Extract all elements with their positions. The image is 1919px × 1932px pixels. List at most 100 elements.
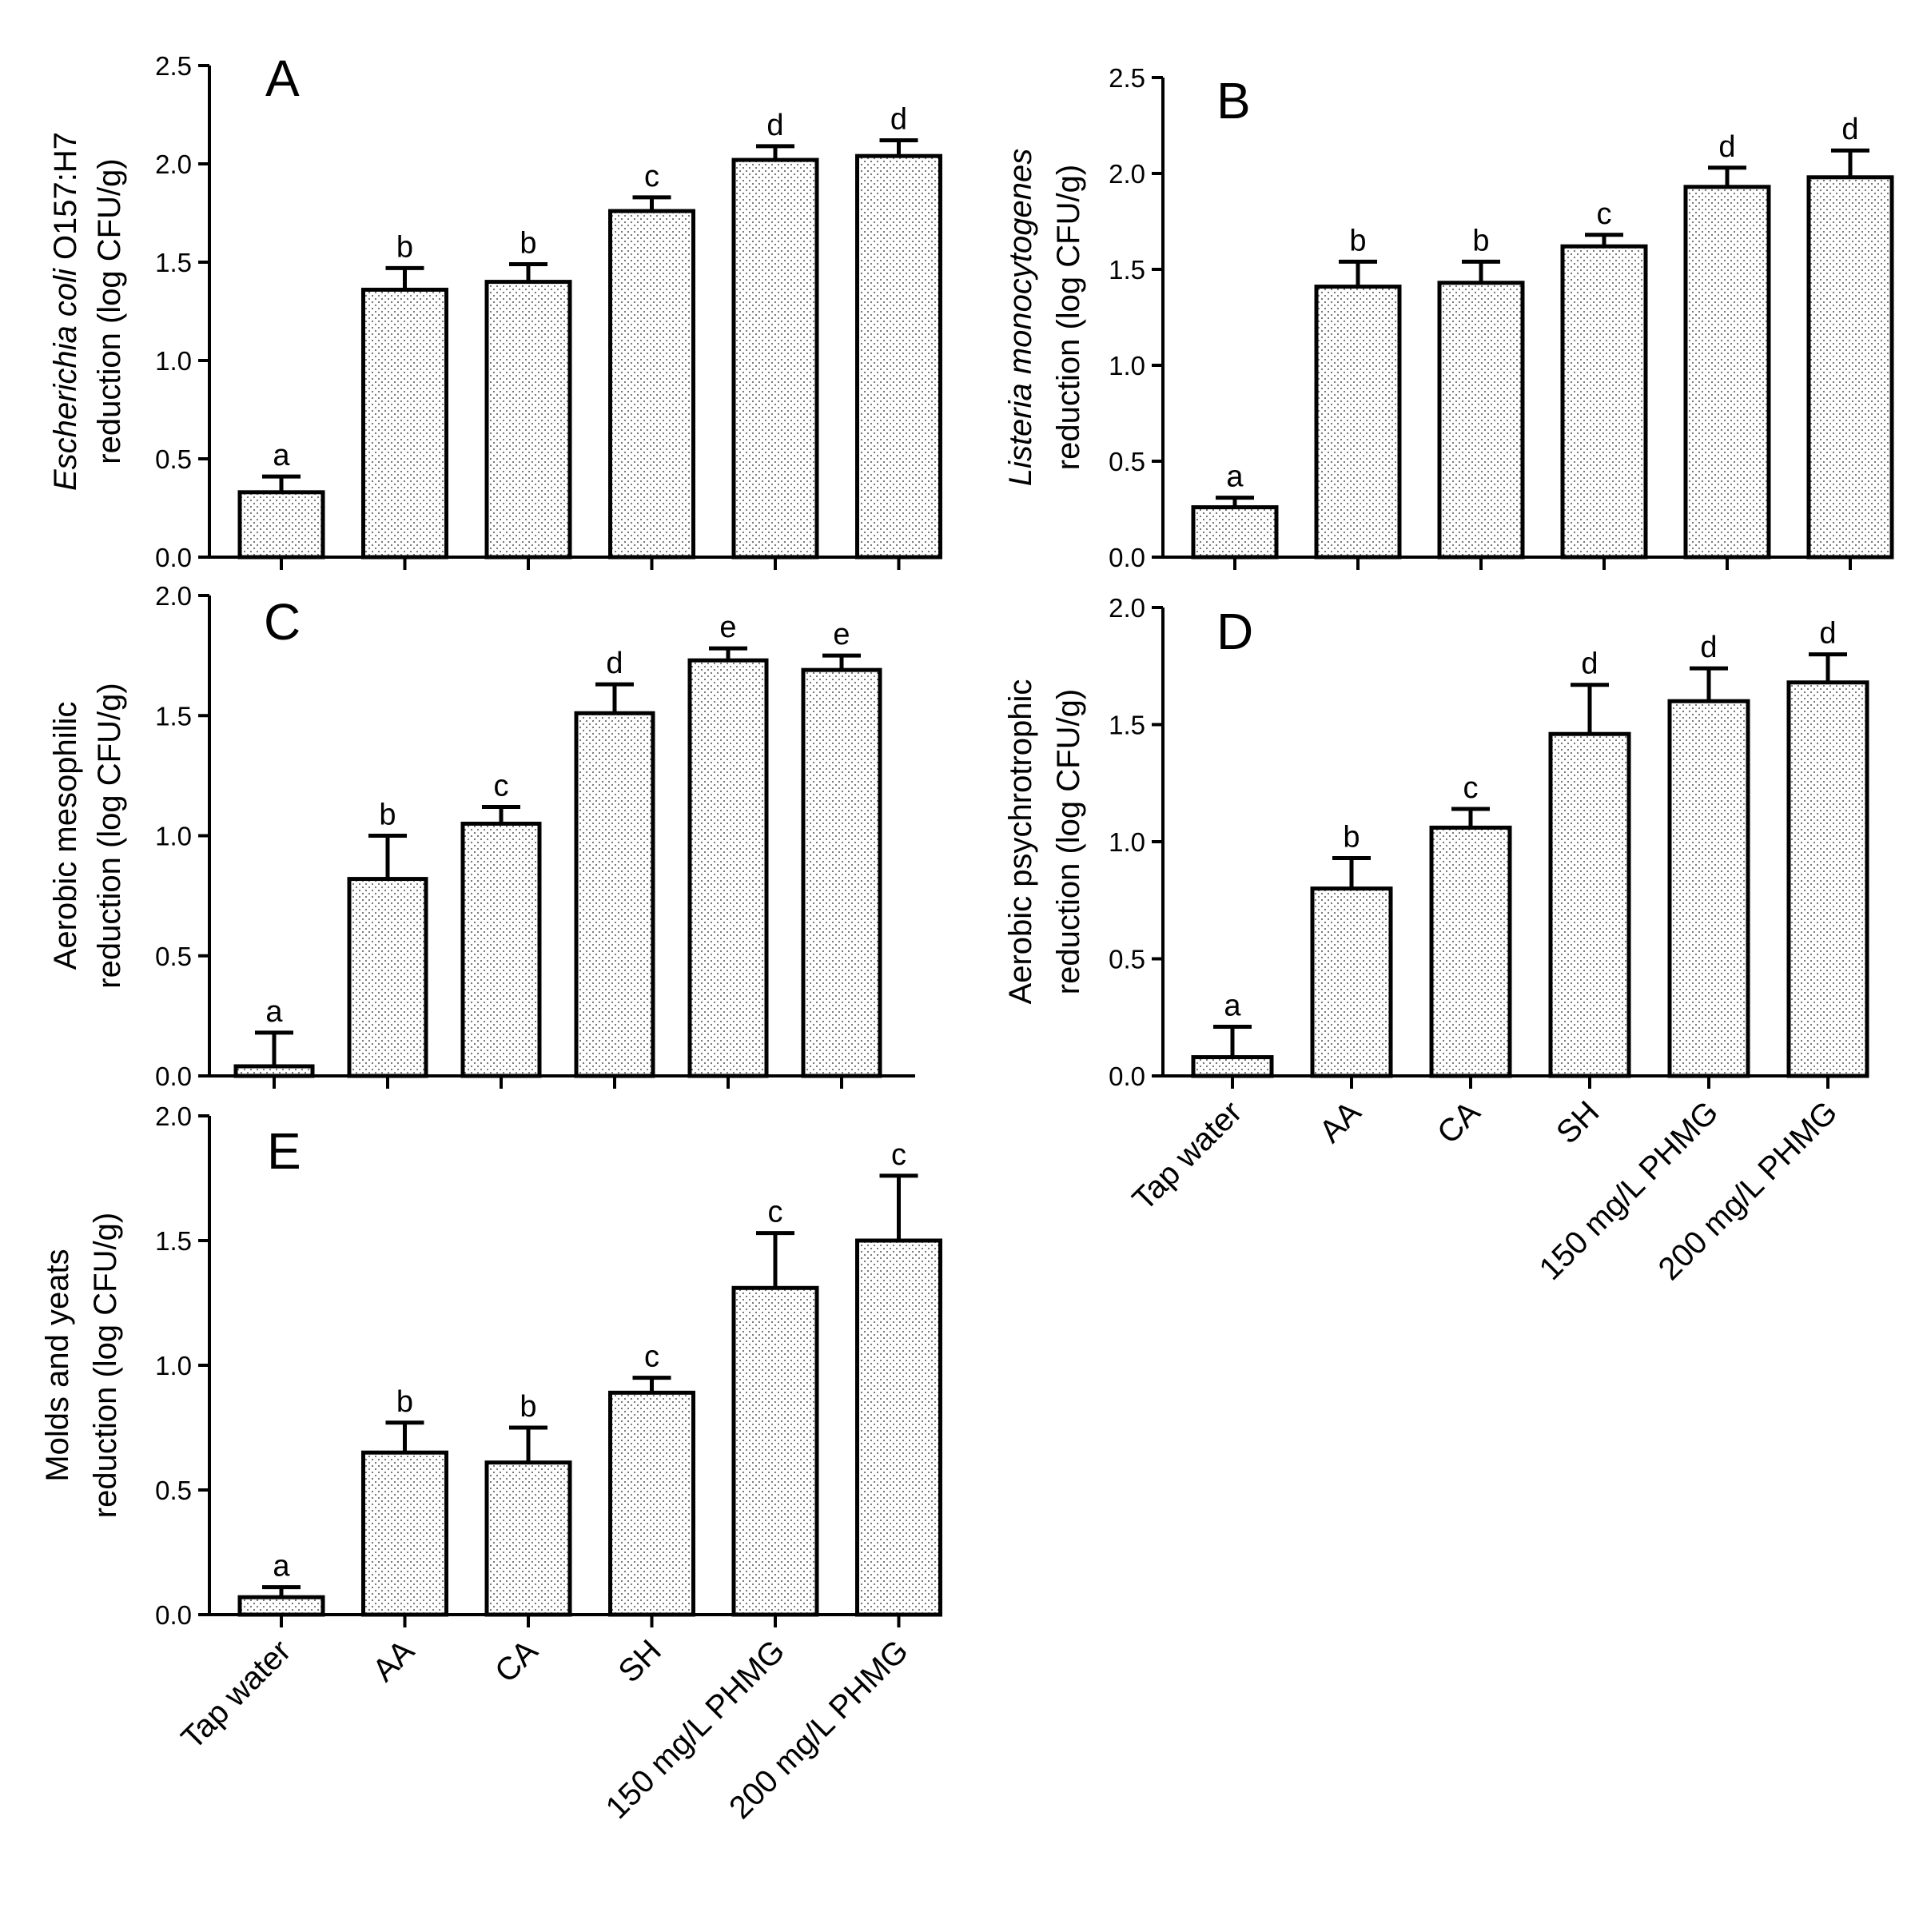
y-tick-label: 0.5	[1109, 945, 1145, 974]
y-tick-label: 0.0	[1109, 543, 1145, 572]
bar-b-4	[1683, 185, 1771, 560]
bar-d-2	[1429, 825, 1512, 1078]
significance-letter: c	[1597, 197, 1612, 231]
panel-letter: A	[265, 50, 300, 107]
category-label: AA	[366, 1633, 421, 1688]
significance-letter: a	[273, 1550, 290, 1583]
bar-e-2	[484, 1460, 572, 1617]
y-tick-label: 2.5	[155, 51, 192, 81]
y-axis-label-line2: reduction (log CFU/g)	[1051, 689, 1086, 994]
significance-letter: b	[520, 1390, 536, 1424]
significance-letter: b	[1472, 224, 1489, 257]
y-tick-label: 2.0	[1109, 593, 1145, 623]
y-tick-label: 2.5	[1109, 63, 1145, 93]
panel-letter: C	[264, 593, 301, 651]
category-label: Tap water	[1126, 1094, 1249, 1217]
significance-letter: c	[1463, 771, 1479, 805]
panel-e: 0.0 0.5 1.0 1.5 2.0 E Molds and yeats reduction…	[40, 1101, 942, 1826]
y-tick-label: 2.0	[155, 149, 192, 179]
bar-c-4	[687, 658, 769, 1078]
y-tick-label: 2.0	[1109, 159, 1145, 189]
significance-letter: b	[379, 799, 396, 832]
panel-letter: E	[267, 1122, 301, 1180]
bar-c-2	[460, 821, 542, 1078]
panel-letter: D	[1216, 603, 1253, 660]
panel-a: 0.0 0.5 1.0 1.5 2.0 2.5 A Escherichia coli O157…	[48, 50, 942, 572]
panels: 0.0 0.5 1.0 1.5 2.0 2.5 A Escherichia coli O157…	[40, 50, 1894, 1826]
bar-c-1	[347, 877, 428, 1078]
bar-d-1	[1310, 886, 1393, 1078]
bar-a-0	[237, 490, 325, 560]
bar-c-0	[233, 1064, 315, 1078]
y-tick-label: 1.5	[155, 701, 192, 731]
bar-e-1	[361, 1450, 448, 1617]
y-axis-label-italic: Escherichia coli	[48, 268, 83, 491]
y-tick-label: 1.0	[1109, 827, 1145, 857]
category-label: CA	[488, 1633, 545, 1690]
y-axis-label-rest: Molds and yeats	[40, 1249, 75, 1481]
bar-a-2	[484, 280, 572, 560]
y-axis-label-line1: Listeria monocytogenes	[1003, 149, 1038, 486]
y-tick-label: 1.5	[1109, 711, 1145, 740]
y-tick-label: 1.0	[155, 822, 192, 851]
bar-b-2	[1437, 281, 1525, 560]
y-tick-label: 1.0	[1109, 351, 1145, 380]
y-tick-label: 0.5	[155, 942, 192, 971]
y-axis-label-rest: Aerobic mesophilic	[48, 702, 83, 970]
y-tick-label: 1.5	[155, 248, 192, 277]
y-axis-label-line1: Molds and yeats	[40, 1249, 75, 1481]
bar-e-4	[731, 1285, 819, 1617]
category-label: SH	[1550, 1094, 1606, 1150]
bar-b-3	[1560, 244, 1648, 560]
bar-a-4	[731, 157, 819, 560]
bar-d-3	[1548, 731, 1631, 1078]
significance-letter: b	[396, 230, 413, 264]
significance-letter: e	[833, 618, 850, 651]
bar-d-4	[1667, 699, 1750, 1078]
bar-d-5	[1786, 680, 1869, 1078]
y-axis-label-line2: reduction (log CFU/g)	[88, 1213, 123, 1518]
significance-letter: c	[768, 1196, 783, 1229]
y-axis-label-line1: Aerobic psychrotrophic	[1003, 679, 1038, 1005]
bar-e-5	[855, 1238, 942, 1617]
y-tick-label: 1.5	[155, 1226, 192, 1256]
y-tick-label: 0.5	[1109, 447, 1145, 476]
y-tick-label: 0.0	[155, 1062, 192, 1091]
y-axis-label-line2: reduction (log CFU/g)	[92, 158, 127, 464]
bar-c-5	[801, 667, 882, 1078]
bar-a-5	[855, 153, 942, 560]
bar-e-3	[608, 1390, 695, 1617]
y-axis-label-line1: Aerobic mesophilic	[48, 702, 83, 970]
significance-letter: d	[606, 647, 623, 680]
y-axis-label-line1: Escherichia coli O157:H7	[48, 132, 83, 491]
panel-b: 0.0 0.5 1.0 1.5 2.0 2.5 B Listeria monocytogene…	[1003, 63, 1894, 572]
significance-letter: d	[1581, 647, 1598, 681]
significance-letter: d	[1700, 631, 1717, 664]
significance-letter: b	[520, 226, 536, 260]
y-tick-label: 0.0	[155, 543, 192, 572]
panel-c: 0.0 0.5 1.0 1.5 2.0 C Aerobic mesophilic reduct…	[48, 581, 915, 1091]
y-tick-label: 0.0	[155, 1600, 192, 1630]
y-tick-label: 2.0	[155, 1101, 192, 1131]
significance-letter: d	[1841, 113, 1858, 146]
y-tick-label: 0.5	[155, 444, 192, 474]
y-axis-label-rest: O157:H7	[48, 132, 83, 269]
significance-letter: c	[644, 1340, 659, 1374]
significance-letter: b	[396, 1385, 413, 1419]
significance-letter: c	[644, 160, 659, 193]
significance-letter: d	[1718, 130, 1735, 164]
bar-c-3	[574, 711, 655, 1078]
significance-letter: e	[719, 611, 736, 644]
significance-letter: c	[494, 769, 509, 803]
significance-letter: a	[1224, 989, 1241, 1022]
significance-letter: c	[891, 1138, 906, 1172]
bar-d-0	[1191, 1055, 1274, 1078]
category-label: SH	[611, 1633, 667, 1689]
category-label: Tap water	[175, 1633, 298, 1756]
significance-letter: a	[1226, 460, 1244, 494]
category-label: AA	[1313, 1094, 1368, 1149]
y-tick-label: 2.0	[155, 581, 192, 611]
significance-letter: a	[265, 995, 283, 1029]
y-tick-label: 1.0	[155, 1351, 192, 1380]
